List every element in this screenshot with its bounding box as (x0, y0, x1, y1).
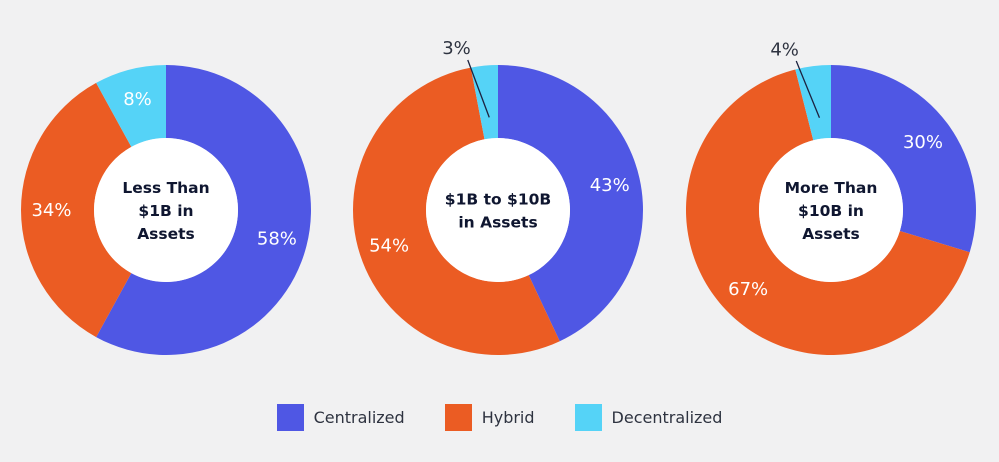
slice-centralized-1 (96, 65, 311, 355)
slice-label-centralized-1: 58% (257, 228, 297, 249)
donut-hole-1 (94, 138, 238, 282)
legend-item-centralized: Centralized (276, 404, 405, 431)
leader-line-decentralized-2 (467, 59, 490, 118)
legend: Centralized Hybrid Decentralized (0, 404, 999, 431)
donut-chart-3: 30% 67% 4% More Than $10B in Assets (685, 40, 977, 355)
slice-hybrid-2 (352, 67, 560, 356)
legend-swatch-centralized (276, 404, 304, 431)
slice-centralized-2 (498, 65, 643, 342)
donut-chart-2: 43% 54% 3% $1B to $10B in Assets (352, 38, 643, 356)
center-label-1: Less Than $1B in Assets (122, 179, 209, 243)
legend-label-hybrid: Hybrid (481, 408, 535, 427)
legend-swatch-decentralized (574, 404, 602, 431)
donut-hole-2 (426, 138, 570, 282)
donut-hole-3 (759, 138, 903, 282)
legend-label-decentralized: Decentralized (611, 408, 723, 427)
center-label-3: More Than $10B in Assets (785, 179, 878, 243)
slice-hybrid-3 (685, 69, 970, 355)
leader-line-decentralized-3 (795, 60, 821, 118)
slice-label-hybrid-2: 54% (369, 235, 409, 256)
slice-label-centralized-2: 43% (590, 175, 630, 196)
donut-chart-1: 58% 34% 8% Less Than $1B in Assets (21, 65, 311, 355)
slice-centralized-3 (831, 65, 977, 253)
slice-label-centralized-3: 30% (903, 132, 943, 153)
slice-label-decentralized-3: 4% (770, 40, 799, 61)
slice-hybrid-1 (21, 82, 132, 338)
slice-decentralized-1 (96, 65, 166, 147)
slice-label-hybrid-1: 34% (31, 200, 71, 221)
slice-decentralized-2 (470, 65, 498, 140)
legend-item-decentralized: Decentralized (574, 404, 723, 431)
legend-label-centralized: Centralized (313, 408, 405, 427)
slice-label-hybrid-3: 67% (728, 279, 768, 300)
slice-label-decentralized-1: 8% (123, 89, 152, 110)
slice-label-decentralized-2: 3% (442, 38, 471, 59)
center-label-2: $1B to $10B in Assets (445, 191, 551, 232)
legend-swatch-hybrid (444, 404, 472, 431)
legend-item-hybrid: Hybrid (444, 404, 535, 431)
